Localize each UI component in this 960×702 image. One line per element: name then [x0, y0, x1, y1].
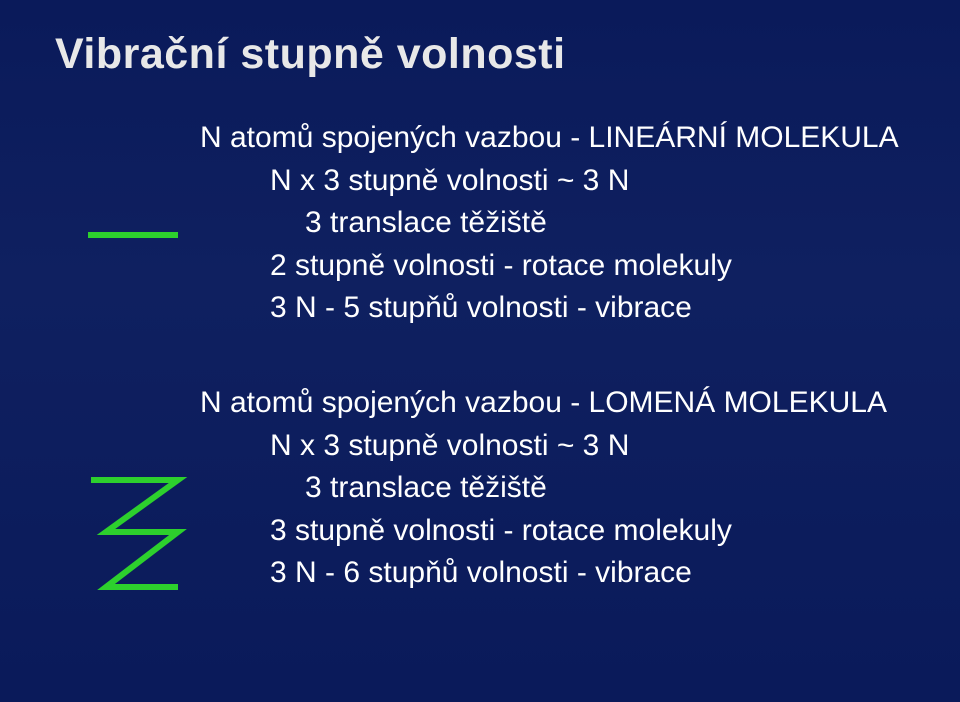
linear-molecule-icon	[83, 225, 183, 285]
linear-line3: 2 stupně volnosti - rotace molekuly	[270, 245, 915, 288]
bent-line2: 3 translace těžiště	[305, 467, 915, 510]
linear-heading: N atomů spojených vazbou - LINEÁRNÍ MOLE…	[200, 117, 915, 160]
bent-heading: N atomů spojených vazbou - LOMENÁ MOLEKU…	[200, 382, 915, 425]
linear-line2: 3 translace těžiště	[305, 202, 915, 245]
section-linear: N atomů spojených vazbou - LINEÁRNÍ MOLE…	[55, 117, 915, 330]
linear-line4: 3 N - 5 stupňů volnosti - vibrace	[270, 287, 915, 330]
bent-molecule-icon	[83, 472, 193, 612]
section-bent: N atomů spojených vazbou - LOMENÁ MOLEKU…	[55, 382, 915, 595]
bent-line1: N x 3 stupně volnosti ~ 3 N	[270, 425, 915, 468]
bent-line4: 3 N - 6 stupňů volnosti - vibrace	[270, 552, 915, 595]
slide-title: Vibrační stupně volnosti	[55, 30, 915, 79]
slide: Vibrační stupně volnosti N atomů spojený…	[0, 0, 960, 702]
linear-line1: N x 3 stupně volnosti ~ 3 N	[270, 160, 915, 203]
bent-line3: 3 stupně volnosti - rotace molekuly	[270, 510, 915, 553]
